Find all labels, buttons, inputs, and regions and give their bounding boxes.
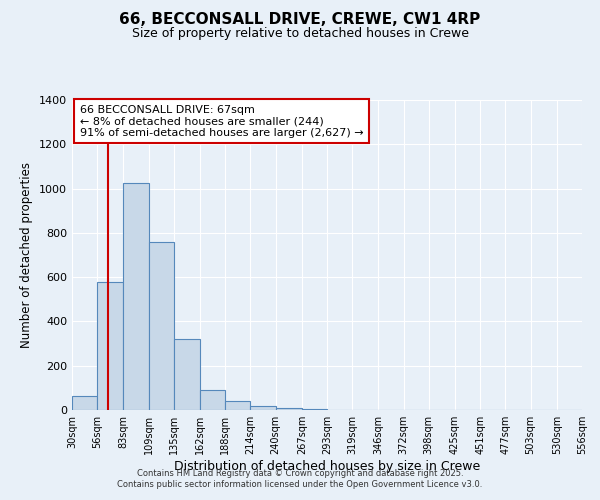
Text: 66, BECCONSALL DRIVE, CREWE, CW1 4RP: 66, BECCONSALL DRIVE, CREWE, CW1 4RP [119,12,481,28]
Text: 66 BECCONSALL DRIVE: 67sqm
← 8% of detached houses are smaller (244)
91% of semi: 66 BECCONSALL DRIVE: 67sqm ← 8% of detac… [80,104,363,138]
Bar [149,242,174,410]
Bar [124,183,149,410]
Y-axis label: Number of detached properties: Number of detached properties [20,162,34,348]
Bar [225,401,250,410]
Text: Size of property relative to detached houses in Crewe: Size of property relative to detached ho… [131,28,469,40]
X-axis label: Distribution of detached houses by size in Crewe: Distribution of detached houses by size … [174,460,480,473]
Bar [302,409,327,410]
Bar [72,396,97,410]
Text: Contains public sector information licensed under the Open Government Licence v3: Contains public sector information licen… [118,480,482,489]
Bar [97,282,124,410]
Bar [200,390,225,410]
Bar [250,406,275,410]
Text: Contains HM Land Registry data © Crown copyright and database right 2025.: Contains HM Land Registry data © Crown c… [137,468,463,477]
Bar [275,408,302,410]
Bar [174,339,200,410]
